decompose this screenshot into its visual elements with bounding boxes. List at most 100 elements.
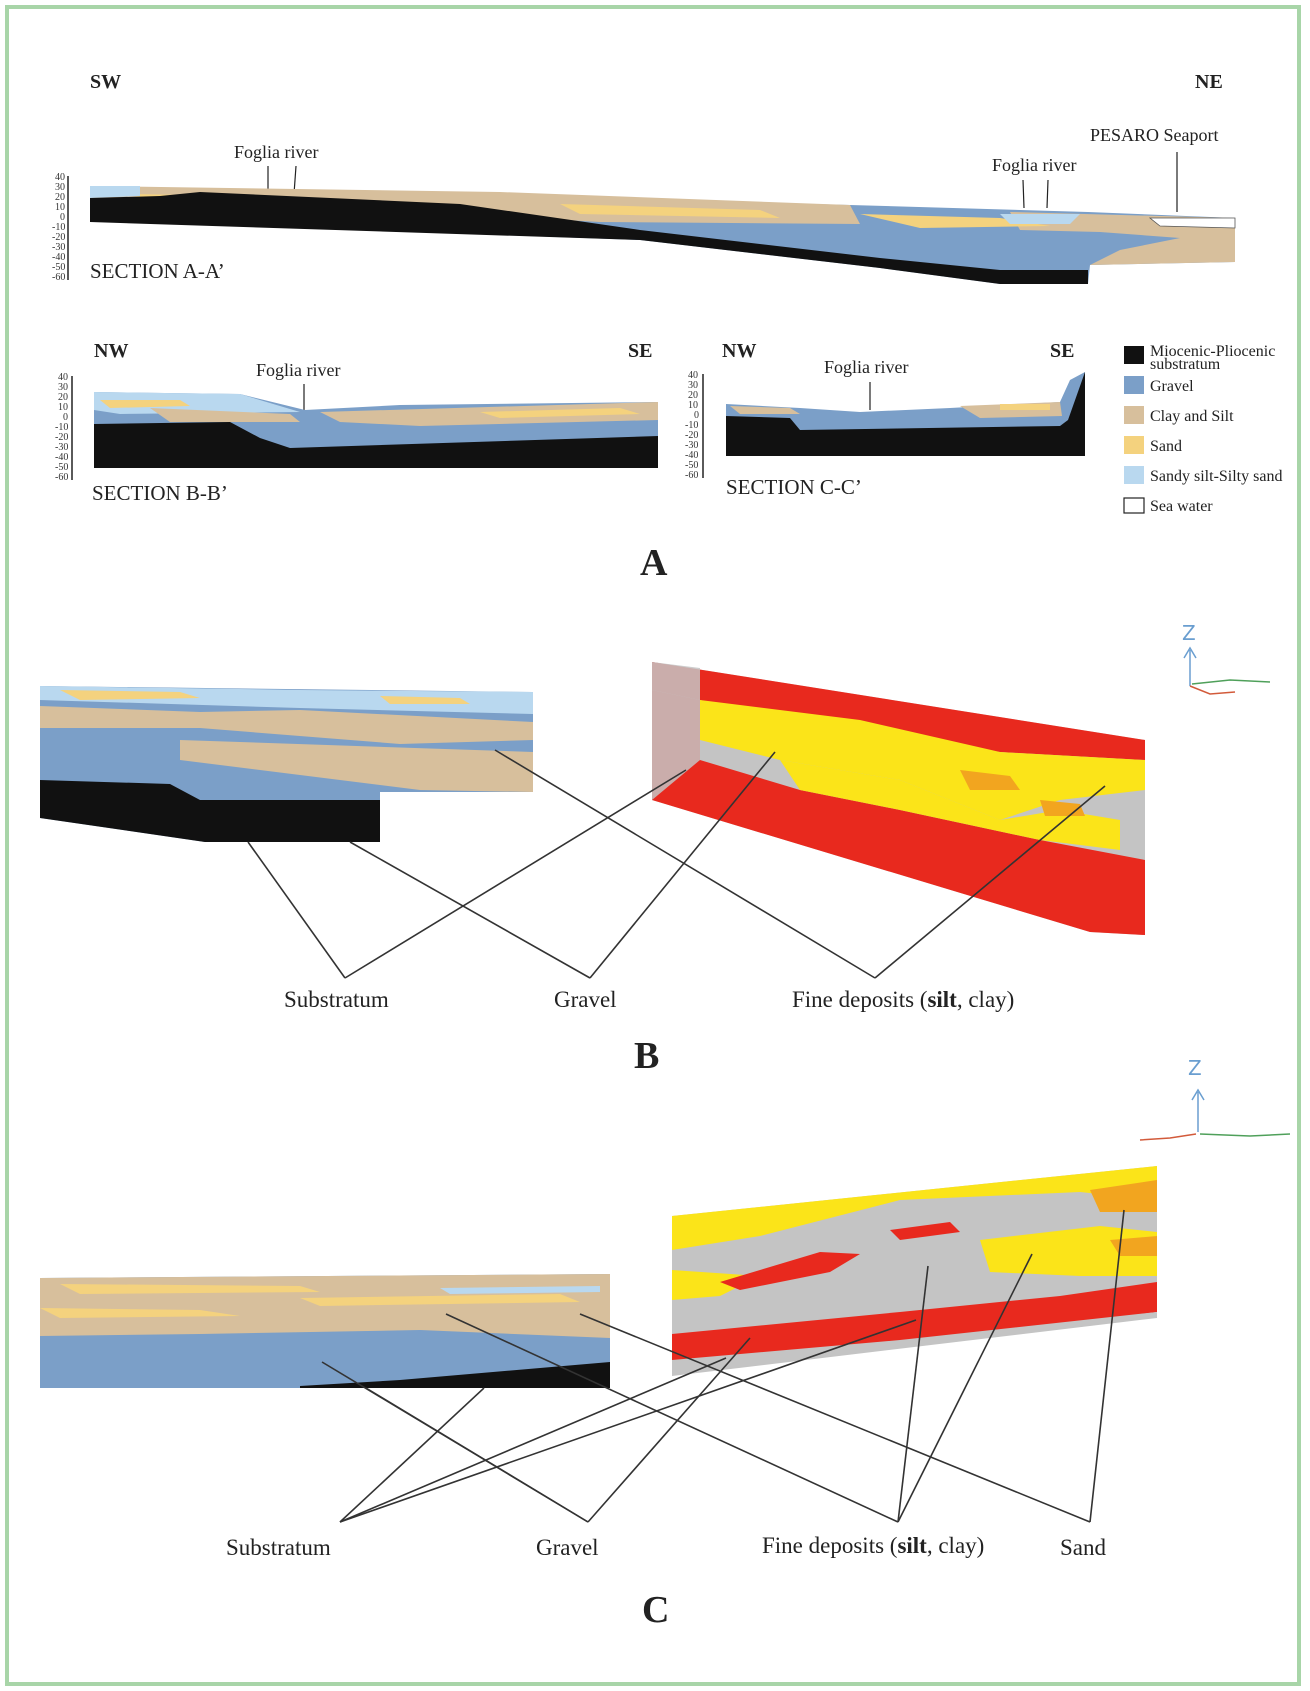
legend-swatch-clay-silt — [1124, 406, 1144, 424]
panel-b-label-gravel: Gravel — [554, 987, 617, 1012]
section-bb-depth-axis: 40 30 20 10 0 -10 -20 -30 -40 -50 -60 — [55, 372, 73, 483]
model-grey-base — [672, 1312, 1157, 1376]
depth-tick: 40 — [55, 172, 65, 183]
depth-tick: -40 — [55, 452, 68, 463]
depth-tick: 30 — [58, 382, 68, 393]
connector-line — [344, 769, 687, 979]
leader-line — [1046, 179, 1049, 209]
panel-b-label: B — [634, 1035, 659, 1077]
substratum-layer — [94, 422, 658, 468]
depth-tick: 10 — [58, 402, 68, 413]
depth-tick: 0 — [63, 412, 68, 423]
sand-lens — [100, 400, 190, 408]
section-aa-depth-axis: 40 30 20 10 0 -10 -20 -30 -40 -50 -60 — [52, 172, 69, 283]
substratum-layer — [90, 192, 1088, 284]
legend-swatch-sandy-silt — [1124, 466, 1144, 484]
connector-line — [897, 1265, 929, 1523]
svg-text:Z: Z — [1188, 1056, 1202, 1080]
depth-tick: -20 — [685, 430, 698, 441]
legend-label-clay-silt: Clay and Silt — [1150, 408, 1234, 425]
sand-lens — [560, 204, 780, 218]
section-bb-right-direction: SE — [628, 340, 652, 362]
model-orange-zone — [1090, 1180, 1157, 1212]
model-orange-zone — [960, 770, 1020, 790]
depth-tick: -50 — [52, 262, 65, 273]
panel-b: Z Substratum Gravel Fine deposi — [40, 621, 1271, 1077]
clay-silt-layer — [40, 1274, 610, 1338]
depth-tick: -60 — [52, 272, 65, 283]
depth-tick: 0 — [694, 410, 699, 421]
depth-tick: 10 — [688, 400, 698, 411]
section-cc-left-direction: NW — [722, 340, 756, 362]
depth-tick: -40 — [52, 252, 65, 263]
model-yellow-zone — [780, 760, 1120, 850]
connector-line — [494, 749, 876, 979]
legend-label-gravel: Gravel — [1150, 378, 1194, 395]
panel-b-label-fine-deposits: Fine deposits (silt, clay) — [792, 987, 1014, 1012]
depth-tick: -20 — [55, 432, 68, 443]
section-cc-foglia-label: Foglia river — [824, 357, 908, 377]
depth-tick: -50 — [55, 462, 68, 473]
connector-line — [579, 1313, 1091, 1523]
depth-tick: -30 — [55, 442, 68, 453]
svg-text:Z: Z — [1182, 621, 1196, 645]
section-bb-left-direction: NW — [94, 340, 128, 362]
depth-tick: -40 — [685, 450, 698, 461]
sandy-silt-layer — [94, 392, 300, 414]
clay-silt-layer — [40, 706, 533, 744]
connector-line — [339, 1357, 727, 1523]
sandy-silt-lens — [440, 1286, 600, 1294]
legend: Miocenic-Pliocenic substratum Gravel Cla… — [1123, 343, 1282, 515]
depth-tick: 20 — [55, 192, 65, 203]
model-red-zone — [720, 1252, 860, 1290]
depth-tick: -20 — [52, 232, 65, 243]
sand-lens — [860, 214, 1050, 228]
sand-lens — [1000, 404, 1050, 410]
sand-lens — [380, 696, 470, 704]
connector-line — [247, 841, 346, 979]
sandy-silt-lens — [90, 186, 140, 198]
clay-silt-layer — [730, 406, 800, 414]
section-aa: SW NE Foglia river Foglia river PESARO S… — [52, 71, 1236, 284]
substratum-block — [300, 1362, 610, 1388]
depth-tick: 0 — [60, 212, 65, 223]
axis-triad-icon: Z — [1182, 621, 1271, 695]
panel-c-label-sand: Sand — [1060, 1535, 1107, 1560]
connector-line — [321, 1361, 589, 1523]
legend-swatch-substratum — [1124, 346, 1144, 364]
legend-swatch-gravel — [1124, 376, 1144, 394]
panel-c: Z Su — [40, 1056, 1291, 1631]
section-cc-title: SECTION C-C’ — [726, 475, 862, 499]
connector-line — [874, 785, 1106, 979]
section-bb: NW SE Foglia river 40 30 20 10 0 -10 -20… — [55, 340, 658, 505]
section-aa-foglia-label-1: Foglia river — [234, 142, 318, 162]
depth-tick: -10 — [55, 422, 68, 433]
sand-lens — [480, 408, 640, 418]
legend-swatch-sea-water — [1123, 497, 1145, 514]
legend-label-sandy-silt: Sandy silt-Silty sand — [1150, 468, 1282, 485]
connector-line — [349, 841, 591, 979]
connector-line — [589, 751, 776, 979]
model-red-zone — [652, 690, 1145, 935]
section-aa-title: SECTION A-A’ — [90, 259, 225, 283]
leader-line — [1022, 179, 1025, 209]
depth-tick: -30 — [52, 242, 65, 253]
sand-lens — [40, 1308, 240, 1318]
depth-tick: 40 — [688, 370, 698, 381]
section-cc-right-direction: SE — [1050, 340, 1074, 362]
section-bb-foglia-label: Foglia river — [256, 360, 340, 380]
connector-line — [445, 1313, 899, 1523]
panel-c-label-substratum: Substratum — [226, 1535, 331, 1560]
panel-b-label-substratum: Substratum — [284, 987, 389, 1012]
depth-tick: -60 — [55, 472, 68, 483]
clay-silt-layer — [150, 408, 300, 422]
connector-line — [897, 1253, 1033, 1523]
panel-c-label-gravel: Gravel — [536, 1535, 599, 1560]
depth-tick: 40 — [58, 372, 68, 383]
depth-tick: 20 — [58, 392, 68, 403]
depth-tick: -10 — [685, 420, 698, 431]
model-yellow-zone — [672, 1166, 1157, 1250]
section-aa-seaport-label: PESARO Seaport — [1090, 125, 1219, 145]
connector-line — [587, 1337, 751, 1523]
